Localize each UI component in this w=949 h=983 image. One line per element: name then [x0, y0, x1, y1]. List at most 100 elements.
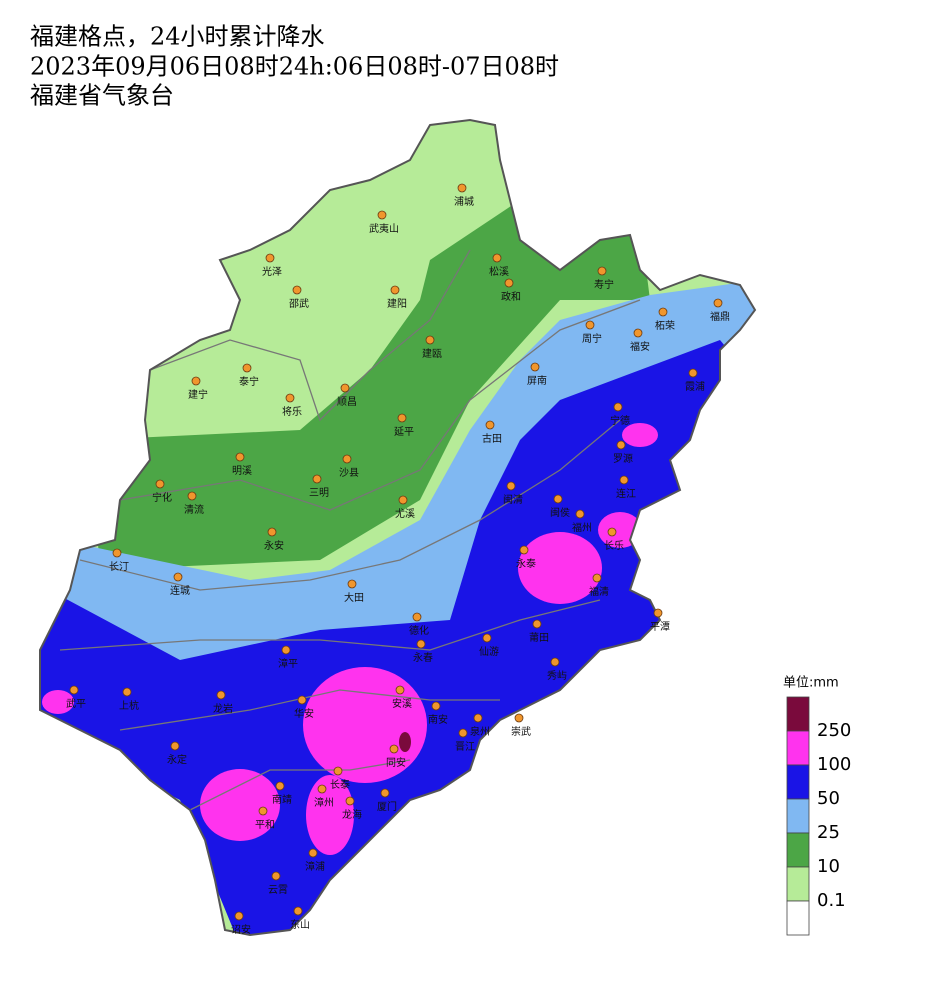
- city-label: 漳州: [314, 796, 334, 809]
- city-label: 福州: [572, 521, 592, 534]
- city-dot: [506, 481, 516, 491]
- city-dot: [575, 509, 585, 519]
- city-dot: [653, 608, 663, 618]
- legend: 250 100 50 25 10 0.1: [786, 696, 851, 936]
- city-label: 晋江: [455, 741, 475, 753]
- city-label: 宁化: [152, 491, 172, 504]
- city-dot: [482, 633, 492, 643]
- city-label: 泉州: [470, 725, 490, 738]
- city-dot: [317, 784, 327, 794]
- city-label: 清流: [184, 503, 204, 516]
- zone: [200, 769, 280, 841]
- title-line: 福建省气象台: [30, 82, 174, 110]
- city-label: 柘荣: [655, 319, 675, 332]
- border: [119, 299, 641, 511]
- city-label: 上杭: [119, 699, 139, 712]
- city-label: 同安: [386, 756, 406, 769]
- border: [149, 249, 471, 422]
- city-dot: [658, 307, 668, 317]
- city-dot: [267, 527, 277, 537]
- city-label: 漳平: [278, 657, 298, 670]
- city-dot: [235, 452, 245, 462]
- legend-swatch: [786, 900, 810, 936]
- city-dot: [633, 328, 643, 338]
- title-line: 福建格点，24小时累计降水: [30, 23, 325, 51]
- city-label: 尤溪: [395, 507, 415, 520]
- city-label: 永春: [413, 651, 433, 664]
- city-label: 寿宁: [594, 278, 614, 291]
- city-dot: [275, 781, 285, 791]
- city-dot: [347, 579, 357, 589]
- city-label: 长泰: [330, 778, 350, 791]
- border: [119, 689, 500, 731]
- city-label: 延平: [394, 426, 414, 438]
- city-label: 安溪: [392, 697, 412, 710]
- city-dot: [504, 278, 514, 288]
- city-dot: [308, 848, 318, 858]
- city-label: 连城: [170, 584, 190, 597]
- city-dot: [312, 474, 322, 484]
- city-dot: [281, 645, 291, 655]
- city-label: 平潭: [650, 621, 670, 633]
- city-dot: [530, 362, 540, 372]
- city-dot: [532, 619, 542, 629]
- city-dot: [395, 685, 405, 695]
- city-dot: [285, 393, 295, 403]
- city-dot: [112, 548, 122, 558]
- city-dot: [597, 266, 607, 276]
- city-dot: [397, 413, 407, 423]
- city-label: 龙岩: [213, 702, 233, 715]
- city-dot: [170, 741, 180, 751]
- city-label: 邵武: [289, 297, 309, 310]
- border: [59, 599, 601, 651]
- legend-swatch: [786, 832, 810, 868]
- city-label: 建宁: [188, 388, 208, 401]
- city-dot: [271, 871, 281, 881]
- legend-label: 0.1: [817, 890, 846, 911]
- city-label: 莆田: [529, 631, 549, 644]
- city-dot: [425, 335, 435, 345]
- city-dot: [412, 612, 422, 622]
- city-label: 诏安: [231, 923, 251, 936]
- city-label: 秀屿: [547, 670, 567, 682]
- city-dot: [242, 363, 252, 373]
- city-label: 顺昌: [337, 396, 357, 408]
- city-label: 罗源: [613, 452, 633, 465]
- city-dot: [380, 788, 390, 798]
- city-dot: [519, 545, 529, 555]
- border: [79, 419, 621, 591]
- zone: [90, 200, 650, 570]
- city-dot: [457, 183, 467, 193]
- city-label: 南安: [428, 713, 448, 726]
- city-label: 连江: [616, 487, 636, 500]
- city-label: 永安: [264, 539, 284, 552]
- county-borders: [59, 249, 641, 811]
- city-dot: [258, 806, 268, 816]
- city-label: 长汀: [109, 561, 129, 573]
- city-label: 云霄: [268, 884, 288, 896]
- city-label: 永泰: [516, 557, 536, 570]
- legend-label: 25: [817, 822, 840, 843]
- zone: [622, 423, 658, 447]
- city-label: 武平: [66, 697, 86, 710]
- legend-label: 100: [817, 754, 851, 775]
- city-dot: [553, 494, 563, 504]
- city-dot: [216, 690, 226, 700]
- city-label: 南靖: [272, 793, 292, 806]
- city-label: 崇武: [511, 725, 531, 738]
- city-dot: [585, 320, 595, 330]
- city-dot: [616, 440, 626, 450]
- legend-swatch: [786, 696, 810, 732]
- zone: [42, 690, 74, 714]
- city-dot: [592, 573, 602, 583]
- city-dot: [458, 728, 468, 738]
- zone: [306, 775, 354, 855]
- city-dot: [398, 495, 408, 505]
- legend-swatch: [786, 866, 810, 902]
- city-label: 厦门: [377, 800, 397, 813]
- legend-swatch: [786, 764, 810, 800]
- city-label: 建阳: [387, 297, 407, 310]
- zone: [518, 532, 602, 604]
